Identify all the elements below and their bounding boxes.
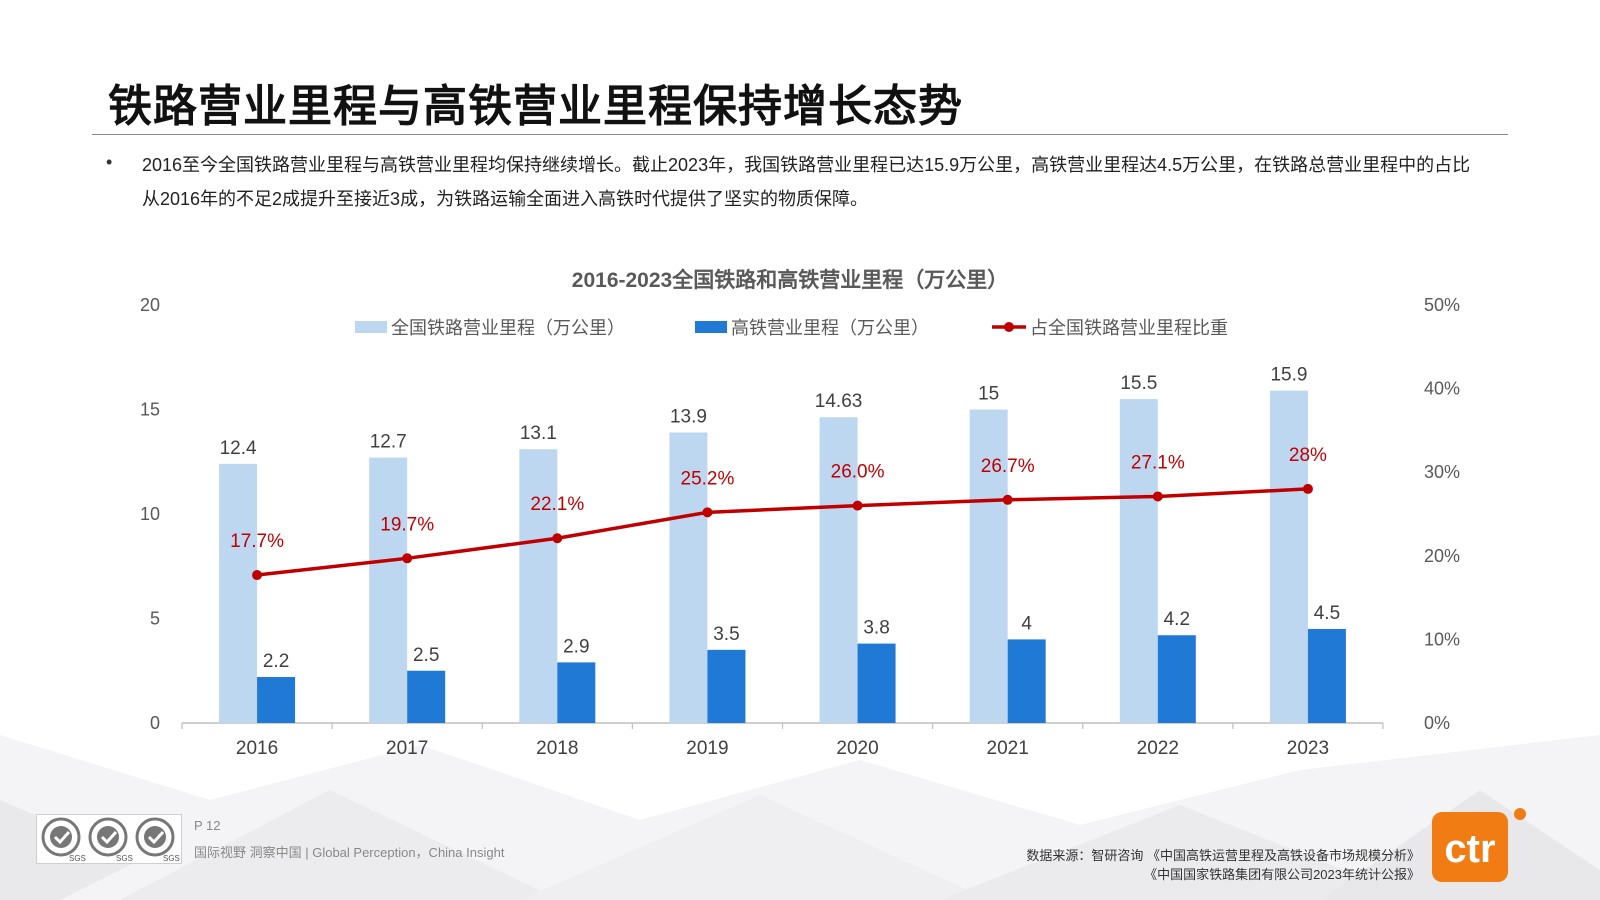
bar-railway (1269, 390, 1308, 723)
sgs-badge-icon: SGS (41, 817, 86, 863)
bar-highspeed-label: 4.5 (1314, 603, 1340, 624)
y-left-tick-label: 15 (140, 400, 160, 420)
bar-railway-label: 15.9 (1270, 365, 1307, 386)
legend-label-highspeed: 高铁营业里程（万公里） (731, 318, 929, 338)
sgs-badge-icon: SGS (135, 817, 180, 863)
data-source-line-1: 数据来源：智研咨询 《中国高铁运营里程及高铁设备市场规模分析》 (1026, 848, 1420, 863)
legend-label-railway: 全国铁路营业里程（万公里） (391, 318, 625, 338)
y-right-tick-label: 30% (1424, 462, 1460, 482)
ctr-logo: ctr (1432, 808, 1526, 882)
share-line (256, 487, 1309, 577)
x-tick-label: 2017 (386, 738, 428, 759)
x-tick-label: 2016 (236, 738, 278, 759)
legend-label-share: 占全国铁路营业里程比重 (1030, 318, 1228, 338)
share-marker (702, 507, 713, 518)
y-left-tick-label: 0 (150, 713, 160, 733)
y-left-tick-label: 5 (150, 609, 160, 629)
bar-highspeed (1157, 635, 1196, 723)
bar-railway (969, 409, 1008, 723)
title-divider (92, 134, 1508, 135)
sgs-badge-icon: SGS (88, 817, 133, 863)
bar-railway (1119, 399, 1158, 723)
bar-highspeed (1307, 628, 1346, 723)
share-label: 19.7% (380, 514, 434, 535)
share-label: 22.1% (530, 494, 584, 515)
share-marker (1002, 494, 1013, 505)
share-marker (1302, 483, 1313, 494)
legend-swatch-railway (355, 321, 387, 333)
bullet-marker: • (106, 152, 113, 172)
x-tick-label: 2022 (1137, 738, 1179, 759)
share-label: 27.1% (1131, 452, 1185, 473)
share-marker (1152, 491, 1163, 502)
data-source-line-2: 《中国国家铁路集团有限公司2023年统计公报》 (1144, 867, 1420, 882)
y-right-tick-label: 50% (1424, 295, 1460, 315)
sgs-certification-badges: SGS SGS SGS (36, 814, 182, 864)
bar-railway-label: 15.5 (1120, 373, 1157, 394)
x-tick-label: 2021 (987, 738, 1029, 759)
bar-railway (819, 417, 858, 723)
bar-highspeed (857, 643, 896, 723)
share-label: 26.7% (981, 456, 1035, 477)
bar-railway-label: 15 (978, 384, 999, 405)
page-title: 铁路营业里程与高铁营业里程保持增长态势 (108, 82, 963, 131)
chart-title: 2016-2023全国铁路和高铁营业里程（万公里） (572, 268, 1008, 292)
bar-railway-label: 12.7 (370, 432, 407, 453)
svg-text:SGS: SGS (116, 854, 133, 863)
bar-highspeed (407, 670, 446, 723)
svg-text:SGS: SGS (163, 854, 180, 863)
share-label: 17.7% (230, 531, 284, 552)
chart-legend: 全国铁路营业里程（万公里） 高铁营业里程（万公里） 占全国铁路营业里程比重 (355, 318, 1228, 338)
bar-highspeed-label: 2.5 (413, 645, 439, 666)
x-tick-label: 2023 (1287, 738, 1329, 759)
bar-highspeed (257, 677, 296, 723)
x-tick-label: 2019 (686, 738, 728, 759)
share-label: 28% (1289, 445, 1327, 466)
footer-tagline: 国际视野 洞察中国 | Global Perception，China Insi… (194, 845, 505, 860)
share-marker (852, 500, 863, 511)
y-right-tick-label: 10% (1424, 629, 1460, 649)
y-right-tick-label: 0% (1424, 713, 1450, 733)
bar-highspeed-label: 2.9 (563, 636, 589, 657)
share-marker (552, 533, 563, 544)
legend-swatch-share-marker (1004, 322, 1014, 332)
bar-railway-label: 13.9 (670, 406, 707, 427)
legend-swatch-highspeed (695, 321, 727, 333)
bar-railway-label: 12.4 (220, 438, 257, 459)
y-left-tick-label: 20 (140, 295, 160, 315)
share-marker (252, 570, 263, 581)
svg-text:SGS: SGS (69, 854, 86, 863)
svg-text:ctr: ctr (1444, 827, 1495, 871)
bar-highspeed-label: 2.2 (263, 651, 289, 672)
page-number: P 12 (194, 818, 221, 833)
bar-highspeed (1007, 639, 1046, 723)
bar-highspeed-label: 3.5 (713, 624, 739, 645)
bar-railway (219, 463, 258, 723)
bar-railway (519, 449, 558, 723)
bar-railway (669, 432, 708, 723)
summary-paragraph: 2016至今全国铁路营业里程与高铁营业里程均保持继续增长。截止2023年，我国铁… (142, 155, 1471, 209)
share-label: 25.2% (681, 468, 735, 489)
bar-highspeed (707, 649, 746, 723)
share-marker (402, 553, 413, 564)
x-tick-label: 2020 (836, 738, 878, 759)
bar-highspeed-label: 4.2 (1164, 609, 1190, 630)
share-label: 26.0% (831, 462, 885, 483)
y-right-tick-label: 20% (1424, 546, 1460, 566)
y-right-tick-label: 40% (1424, 379, 1460, 399)
bar-highspeed-label: 3.8 (863, 618, 889, 639)
bar-highspeed (557, 662, 596, 723)
bar-railway-label: 13.1 (520, 423, 557, 444)
bar-railway-label: 14.63 (815, 391, 863, 412)
data-source: 数据来源：智研咨询 《中国高铁运营里程及高铁设备市场规模分析》 《中国国家铁路集… (1026, 846, 1420, 884)
x-tick-label: 2018 (536, 738, 578, 759)
bar-highspeed-label: 4 (1021, 613, 1032, 634)
y-left-tick-label: 10 (140, 504, 160, 524)
bar-railway (369, 457, 408, 723)
